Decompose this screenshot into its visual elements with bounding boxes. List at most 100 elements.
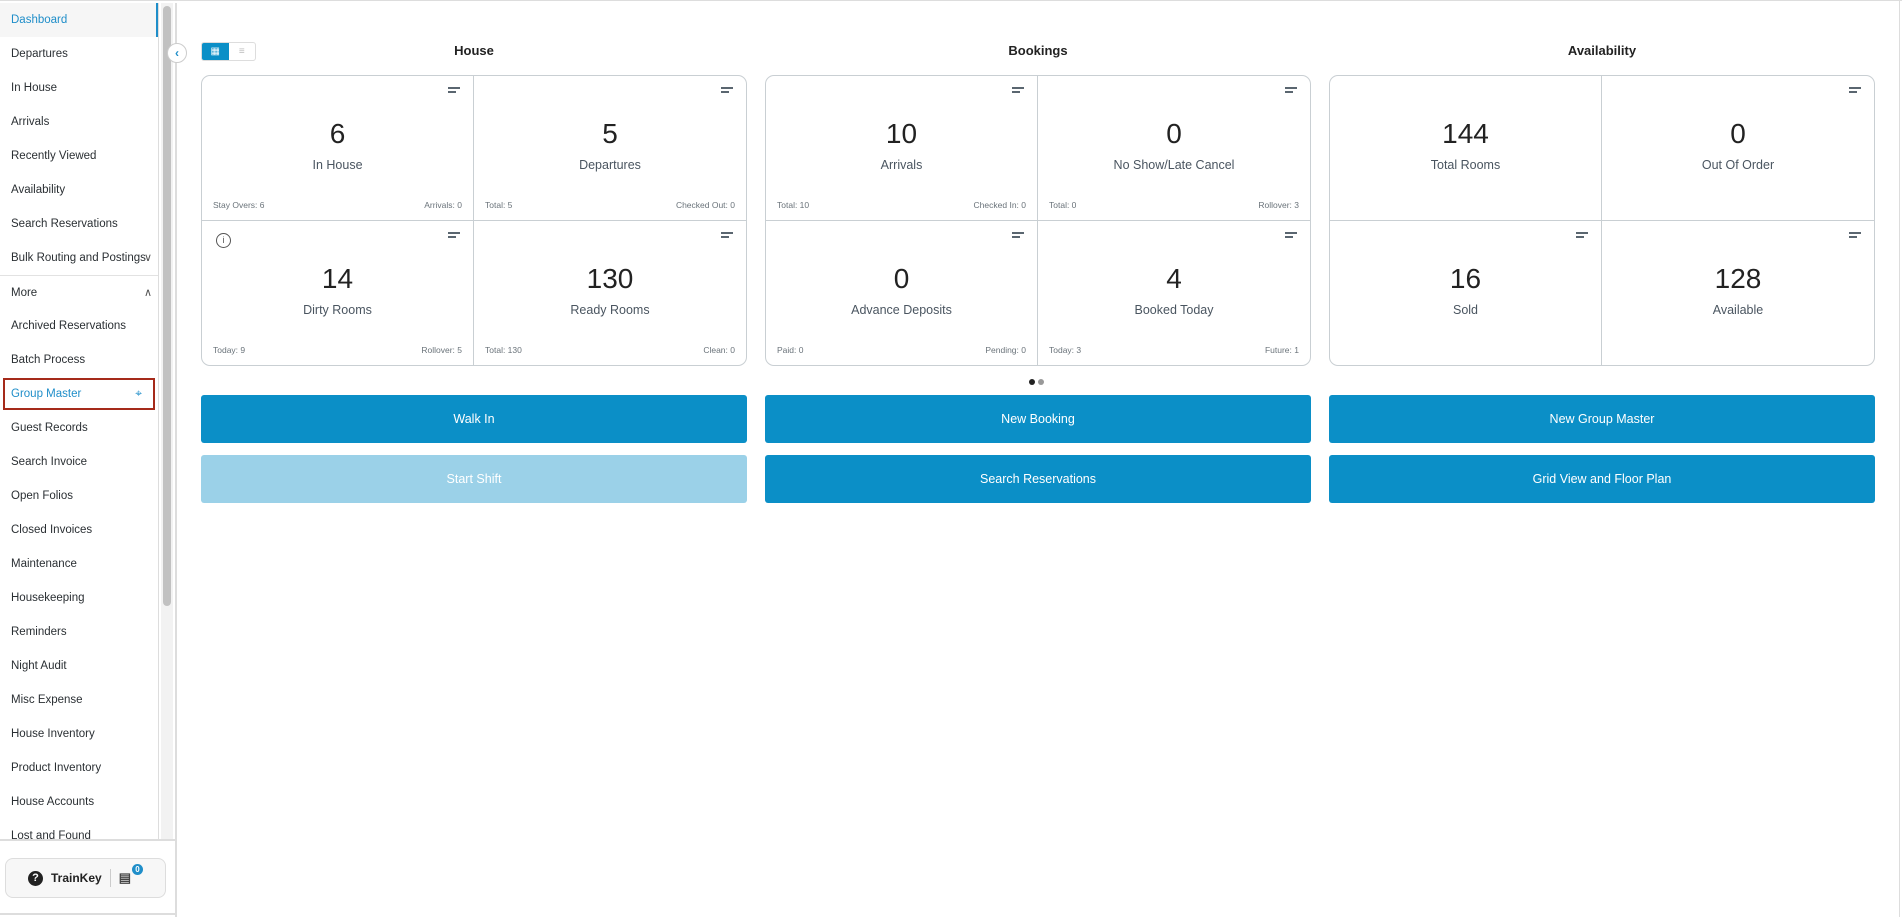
sort-menu-icon[interactable] bbox=[448, 231, 460, 240]
chevron-up-icon[interactable]: ∧ bbox=[143, 287, 152, 299]
stat-label: Total Rooms bbox=[1430, 158, 1501, 172]
sidebar-item-bulk-routing-and-postings[interactable]: Bulk Routing and Postings ∨ bbox=[0, 241, 158, 275]
sidebar-item-label: Group Master bbox=[11, 388, 82, 400]
stat-value: 130 bbox=[586, 262, 634, 294]
section-title: House bbox=[454, 43, 494, 58]
sidebar-item-arrivals[interactable]: Arrivals bbox=[0, 105, 158, 139]
sort-menu-icon[interactable] bbox=[1012, 87, 1024, 95]
stat-card[interactable]: 5 Departures Total: 5 Checked Out: 0 bbox=[474, 76, 746, 221]
new-group-master-button[interactable]: New Group Master bbox=[1329, 395, 1875, 443]
stat-value: 10 bbox=[885, 118, 918, 149]
sidebar-item-closed-invoices[interactable]: Closed Invoices bbox=[0, 513, 158, 547]
collapse-sidebar-button[interactable]: ‹ bbox=[167, 43, 187, 63]
section-title: Availability bbox=[1567, 43, 1637, 58]
sidebar-item-label: Night Audit bbox=[11, 660, 67, 672]
stat-card[interactable]: i 14 Dirty Rooms Today: 9 Rollover: 5 bbox=[202, 220, 474, 365]
sidebar: Dashboard Departures In House Arrivals Recen… bbox=[0, 3, 159, 839]
sidebar-scrollbar-thumb[interactable] bbox=[163, 6, 171, 606]
sidebar-item-label: Misc Expense bbox=[11, 694, 83, 706]
stat-label: Booked Today bbox=[1134, 302, 1214, 317]
sidebar-item-misc-expense[interactable]: Misc Expense bbox=[0, 683, 158, 717]
stat-card[interactable]: 10 Arrivals Total: 10 Checked In: 0 bbox=[766, 76, 1038, 221]
stat-card[interactable]: 4 Booked Today Today: 3 Future: 1 bbox=[1038, 221, 1310, 366]
sidebar-item-label: Availability bbox=[11, 184, 66, 196]
top-border bbox=[0, 0, 1902, 3]
stat-card[interactable]: 6 In House Stay Overs: 6 Arrivals: 0 bbox=[202, 76, 474, 221]
stat-footer-left: Total: 5 bbox=[485, 200, 513, 210]
sidebar-item-search-reservations[interactable]: Search Reservations bbox=[0, 207, 158, 241]
separator bbox=[109, 869, 111, 887]
stat-value: 4 bbox=[1166, 262, 1182, 294]
sidebar-item-label: Lost and Found bbox=[11, 830, 91, 839]
sidebar-item-recently-viewed[interactable]: Recently Viewed bbox=[0, 139, 158, 173]
stat-card[interactable]: 128 Available bbox=[1602, 221, 1874, 366]
stat-card[interactable]: 0 Advance Deposits Paid: 0 Pending: 0 bbox=[766, 220, 1038, 365]
sidebar-item-label: Search Reservations bbox=[11, 218, 118, 230]
sidebar-item-in-house[interactable]: In House bbox=[0, 71, 158, 105]
grid-view-icon[interactable]: ▦ bbox=[202, 43, 229, 60]
sidebar-divider bbox=[175, 3, 177, 917]
sidebar-item-housekeeping[interactable]: Housekeeping bbox=[0, 581, 158, 615]
sidebar-item-label: Reminders bbox=[11, 626, 67, 638]
sidebar-item-label: House Inventory bbox=[11, 728, 95, 740]
search-reservations-button[interactable]: Search Reservations bbox=[765, 455, 1311, 503]
notification-badge: 0 bbox=[132, 864, 143, 875]
stat-value: 5 bbox=[602, 118, 618, 149]
list-view-icon[interactable]: ≡ bbox=[238, 46, 245, 57]
sidebar-item-house-accounts[interactable]: House Accounts bbox=[0, 785, 158, 819]
sort-menu-icon[interactable] bbox=[721, 231, 733, 240]
sort-menu-icon[interactable] bbox=[1849, 231, 1861, 240]
stat-footer-right: Pending: 0 bbox=[985, 344, 1026, 355]
stat-footer-left: Total: 130 bbox=[485, 344, 522, 355]
walk-in-button[interactable]: Walk In bbox=[201, 395, 747, 443]
stat-value: 0 bbox=[1730, 118, 1746, 149]
sort-menu-icon[interactable] bbox=[1012, 231, 1024, 240]
new-booking-button[interactable]: New Booking bbox=[765, 395, 1311, 443]
sort-menu-icon[interactable] bbox=[1285, 87, 1297, 95]
grid-view-and-floor-plan-button[interactable]: Grid View and Floor Plan bbox=[1329, 455, 1875, 503]
start-shift-button[interactable]: Start Shift bbox=[201, 455, 747, 503]
sidebar-item-availability[interactable]: Availability bbox=[0, 173, 158, 207]
sidebar-item-departures[interactable]: Departures bbox=[0, 37, 158, 71]
sidebar-item-maintenance[interactable]: Maintenance bbox=[0, 547, 158, 581]
sort-menu-icon[interactable] bbox=[1849, 87, 1861, 95]
sidebar-item-batch-process[interactable]: Batch Process bbox=[0, 343, 158, 377]
stat-card[interactable]: 16 Sold bbox=[1330, 220, 1602, 365]
sidebar-item-label: More bbox=[11, 286, 38, 299]
sidebar-item-night-audit[interactable]: Night Audit bbox=[0, 649, 158, 683]
chevron-down-icon[interactable]: ∨ bbox=[143, 252, 152, 264]
sidebar-item-lost-and-found[interactable]: Lost and Found bbox=[0, 819, 158, 839]
sidebar-item-archived-reservations[interactable]: Archived Reservations bbox=[0, 309, 158, 343]
stat-footer-left: Paid: 0 bbox=[777, 344, 804, 355]
sort-menu-icon[interactable] bbox=[1576, 231, 1588, 240]
sidebar-item-more[interactable]: More ∧ bbox=[0, 275, 158, 309]
sidebar-item-label: Guest Records bbox=[11, 422, 88, 434]
sort-menu-icon[interactable] bbox=[448, 87, 460, 95]
sidebar-item-search-invoice[interactable]: Search Invoice bbox=[0, 445, 158, 479]
stat-card[interactable]: 0 Out Of Order bbox=[1602, 76, 1874, 221]
sort-menu-icon[interactable] bbox=[721, 87, 733, 95]
stat-card[interactable]: 130 Ready Rooms Total: 130 Clean: 0 bbox=[474, 221, 746, 366]
info-icon[interactable]: i bbox=[216, 232, 231, 248]
help-icon[interactable]: ? bbox=[28, 870, 43, 886]
sidebar-item-product-inventory[interactable]: Product Inventory bbox=[0, 751, 158, 785]
sort-menu-icon[interactable] bbox=[1285, 231, 1297, 240]
carousel-dot-2[interactable] bbox=[1038, 379, 1044, 385]
sidebar-item-group-master[interactable]: Group Master ⌖ bbox=[2, 377, 156, 411]
trainkey-button[interactable]: TrainKey bbox=[51, 871, 102, 885]
pin-icon[interactable]: ⌖ bbox=[135, 386, 142, 400]
sidebar-item-open-folios[interactable]: Open Folios bbox=[0, 479, 158, 513]
stat-value: 6 bbox=[329, 118, 346, 149]
section-bookings-cards: 10 Arrivals Total: 10 Checked In: 0 0 No Show… bbox=[765, 75, 1311, 366]
sidebar-item-guest-records[interactable]: Guest Records bbox=[0, 411, 158, 445]
right-border bbox=[1899, 0, 1902, 917]
sidebar-item-dashboard[interactable]: Dashboard bbox=[0, 3, 158, 37]
stat-card[interactable]: 144 Total Rooms bbox=[1330, 76, 1602, 221]
sidebar-item-reminders[interactable]: Reminders bbox=[0, 615, 158, 649]
chat-button[interactable]: ▤ 0 bbox=[119, 864, 143, 886]
sidebar-item-house-inventory[interactable]: House Inventory bbox=[0, 717, 158, 751]
carousel-dot-1[interactable] bbox=[1029, 379, 1035, 385]
stat-card[interactable]: 0 No Show/Late Cancel Total: 0 Rollover: 3 bbox=[1038, 76, 1310, 221]
sidebar-item-label: Departures bbox=[11, 48, 68, 60]
footer-divider bbox=[0, 839, 175, 841]
